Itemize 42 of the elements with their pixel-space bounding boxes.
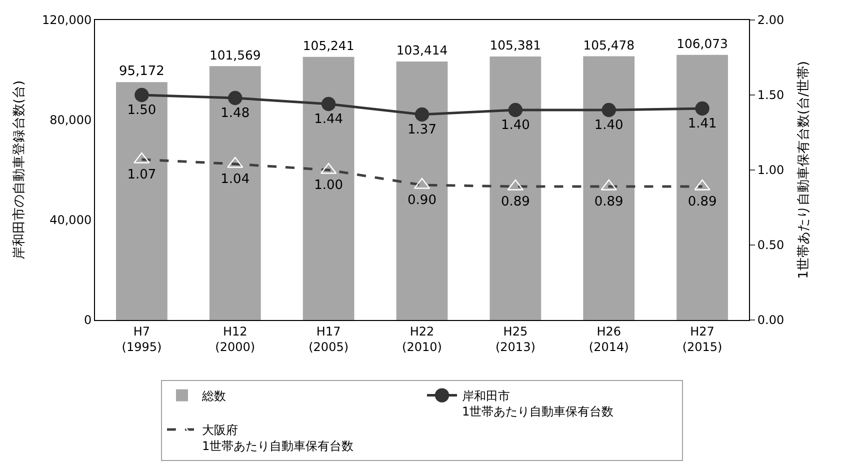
x-tick-label: H17 (2005) [308, 324, 349, 354]
data-label: 1.07 [127, 167, 156, 182]
data-label: 1.40 [500, 118, 530, 133]
data-label: 1.44 [314, 112, 344, 127]
data-label: 1.50 [127, 102, 156, 118]
x-tick-label: H22 (2010) [402, 324, 442, 354]
data-label: 105,478 [583, 37, 635, 52]
y-tick-label: 0 [84, 313, 92, 328]
data-label: 95,172 [118, 64, 164, 80]
y2-tick-label: 0.00 [757, 313, 784, 328]
y-axis-title: 岸和田市の自動車登録台数(台) [12, 80, 27, 260]
x-tick-label: H12 (2000) [215, 324, 256, 354]
data-label: 0.90 [408, 192, 436, 208]
data-label: 0.89 [500, 194, 530, 210]
y-tick-label: 120,000 [42, 13, 92, 28]
data-label: 101,569 [209, 47, 261, 62]
x-tick-label: H26 (2014) [588, 324, 629, 354]
data-label: 103,414 [396, 42, 448, 58]
data-label: 105,381 [490, 38, 542, 53]
data-label: 1.00 [314, 178, 344, 193]
data-label: 0.89 [688, 194, 717, 210]
y2-tick-label: 0.50 [757, 238, 784, 252]
legend-label: 岸和田市 1世帯あたり自動車保有台数 [462, 388, 614, 419]
x-tick-label: H27 (2015) [682, 324, 722, 354]
data-label: 1.41 [688, 116, 717, 132]
data-label: 1.04 [220, 172, 250, 187]
legend-label: 大阪府 1世帯あたり自動車保有台数 [202, 423, 354, 453]
y2-tick-label: 2.00 [757, 13, 784, 28]
x-tick-label: H7 (1995) [122, 324, 162, 354]
y2-tick-label: 1.00 [757, 163, 784, 178]
data-label: 1.48 [220, 106, 250, 121]
y-tick-label: 80,000 [50, 113, 92, 128]
data-label: 105,241 [302, 38, 354, 54]
y-tick-label: 40,000 [50, 213, 92, 228]
y2-axis-title: 1世帯あたり自動車保有台数(台/世帯) [796, 61, 812, 279]
legend-label: 総数 [201, 389, 226, 404]
data-label: 1.40 [594, 118, 624, 133]
data-label: 106,073 [676, 36, 728, 51]
data-label: 1.37 [408, 122, 436, 138]
x-tick-label: H25 (2013) [495, 324, 536, 354]
data-label: 0.89 [594, 194, 624, 210]
y2-tick-label: 1.50 [757, 88, 784, 102]
